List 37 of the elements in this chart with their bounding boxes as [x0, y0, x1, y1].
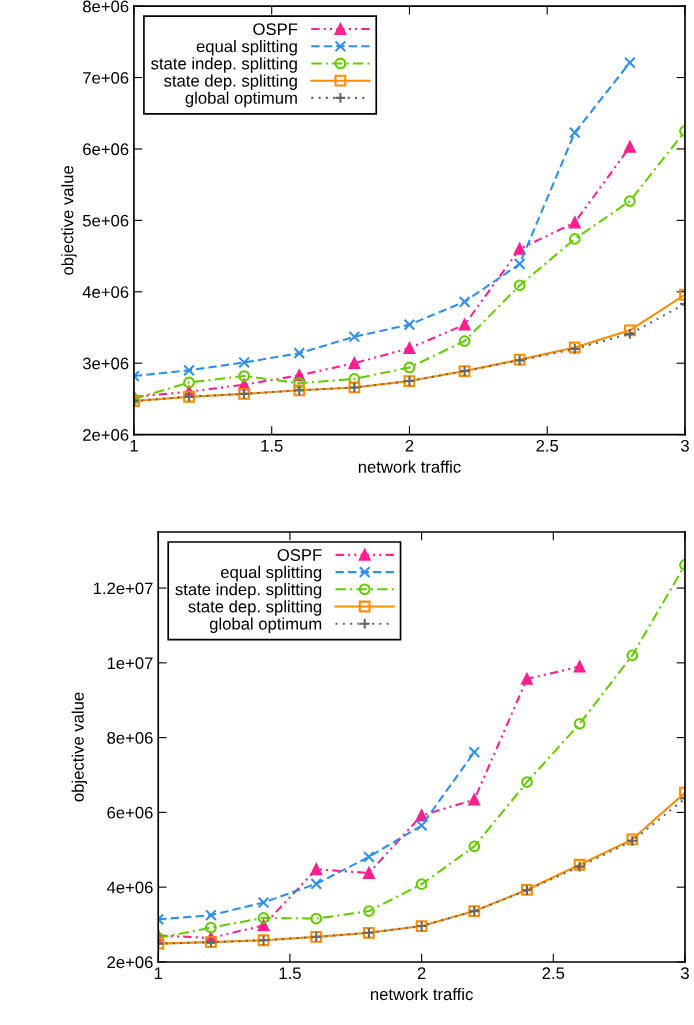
legend-label: state indep. splitting — [175, 583, 322, 599]
x-tick-label: 2 — [405, 439, 414, 452]
y-tick-label: 4e+06 — [82, 286, 129, 298]
y-tick-label: 5e+06 — [82, 214, 129, 227]
legend-label: global optimum — [185, 91, 297, 108]
x-tick-label: 1.5 — [261, 440, 283, 452]
x-axis-title: network traffic — [358, 460, 461, 473]
x-tick-label: 3 — [680, 439, 689, 452]
x-tick-label: 1.5 — [279, 967, 301, 980]
y-axis-title: objective value — [61, 165, 77, 275]
y-tick-label: 4e+06 — [106, 881, 153, 894]
y-tick-label: 7e+06 — [83, 71, 129, 84]
x-axis-title: network traffic — [370, 987, 473, 1001]
y-axis-title: objective value — [71, 692, 88, 802]
y-tick-label: 6e+06 — [107, 806, 153, 819]
x-tick-label: 2.5 — [542, 967, 565, 980]
legend-label: equal splitting — [221, 565, 322, 582]
x-tick-label: 1 — [154, 967, 163, 979]
legend-label: state dep. splitting — [164, 74, 297, 90]
legend-label: OSPF — [253, 23, 298, 36]
y-tick-label: 2e+06 — [83, 429, 129, 441]
y-tick-label: 6e+06 — [83, 143, 129, 156]
x-tick-label: 2 — [417, 967, 426, 979]
x-tick-label: 1 — [130, 440, 138, 452]
x-tick-label: 3 — [680, 967, 689, 980]
y-tick-label: 1e+07 — [107, 657, 153, 670]
x-tick-label: 2.5 — [536, 439, 559, 452]
legend-label: equal splitting — [196, 40, 297, 56]
y-tick-label: 8e+06 — [83, 0, 129, 13]
legend-label: state indep. splitting — [151, 57, 297, 73]
y-tick-label: 2e+06 — [107, 956, 153, 969]
y-tick-label: 1.2e+07 — [93, 582, 153, 595]
legend-label: OSPF — [277, 549, 322, 561]
legend-label: state dep. splitting — [188, 600, 322, 616]
legend-label: global optimum — [209, 617, 322, 633]
y-tick-label: 3e+06 — [82, 357, 129, 370]
y-tick-label: 8e+06 — [107, 732, 153, 744]
